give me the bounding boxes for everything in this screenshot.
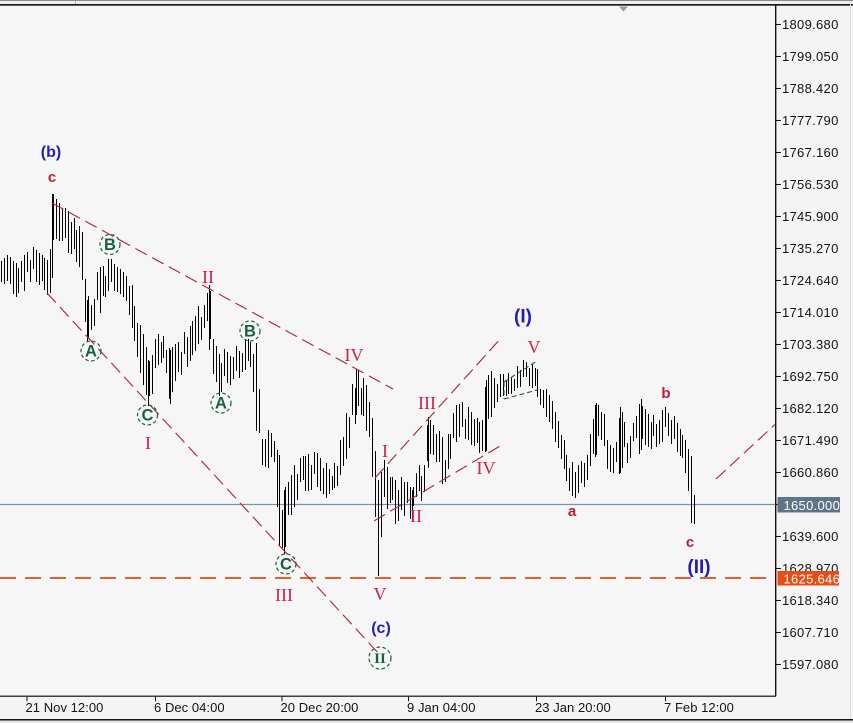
svg-text:B: B <box>244 323 256 341</box>
svg-text:9 Jan 04:00: 9 Jan 04:00 <box>407 700 476 715</box>
svg-text:1597.080: 1597.080 <box>782 657 839 672</box>
svg-text:1767.160: 1767.160 <box>782 145 839 160</box>
svg-text:1799.050: 1799.050 <box>782 49 839 64</box>
svg-text:1692.750: 1692.750 <box>782 369 839 384</box>
svg-text:1777.790: 1777.790 <box>782 113 839 128</box>
svg-text:B: B <box>104 236 116 254</box>
svg-text:V: V <box>374 584 387 604</box>
svg-text:1625.646: 1625.646 <box>784 571 841 586</box>
svg-text:1639.600: 1639.600 <box>782 529 839 544</box>
svg-text:21 Nov 12:00: 21 Nov 12:00 <box>26 700 104 715</box>
svg-text:1809.680: 1809.680 <box>782 17 839 32</box>
svg-text:A: A <box>85 343 97 361</box>
svg-text:1682.120: 1682.120 <box>782 401 839 416</box>
svg-text:c: c <box>686 534 694 551</box>
svg-text:1703.380: 1703.380 <box>782 337 839 352</box>
svg-text:1650.000: 1650.000 <box>784 498 841 513</box>
svg-text:c: c <box>48 169 56 186</box>
svg-text:III: III <box>275 585 293 605</box>
svg-text:(II): (II) <box>687 557 710 578</box>
svg-text:1745.900: 1745.900 <box>782 209 839 224</box>
svg-text:1788.420: 1788.420 <box>782 81 839 96</box>
svg-text:II: II <box>202 267 214 287</box>
svg-text:1735.270: 1735.270 <box>782 241 839 256</box>
svg-text:II: II <box>374 651 386 667</box>
svg-text:1756.530: 1756.530 <box>782 177 839 192</box>
svg-text:a: a <box>568 503 577 520</box>
svg-text:1714.010: 1714.010 <box>782 305 839 320</box>
svg-text:b: b <box>661 385 670 402</box>
svg-text:IV: IV <box>477 458 496 478</box>
svg-text:(c): (c) <box>371 620 391 637</box>
svg-text:II: II <box>410 506 422 526</box>
svg-text:1607.710: 1607.710 <box>782 625 839 640</box>
svg-text:1724.640: 1724.640 <box>782 273 839 288</box>
svg-text:A: A <box>215 395 227 413</box>
svg-text:(I): (I) <box>514 307 532 328</box>
svg-text:C: C <box>142 407 154 425</box>
svg-text:1671.490: 1671.490 <box>782 433 839 448</box>
svg-text:I: I <box>382 441 388 461</box>
svg-text:V: V <box>528 337 541 357</box>
svg-text:6 Dec 04:00: 6 Dec 04:00 <box>154 700 225 715</box>
svg-text:1618.340: 1618.340 <box>782 593 839 608</box>
svg-text:1660.860: 1660.860 <box>782 465 839 480</box>
svg-text:III: III <box>418 393 436 413</box>
svg-text:C: C <box>280 556 292 574</box>
svg-text:23 Jan 20:00: 23 Jan 20:00 <box>535 700 611 715</box>
svg-text:(b): (b) <box>41 144 61 161</box>
svg-text:20 Dec 20:00: 20 Dec 20:00 <box>281 700 359 715</box>
svg-text:I: I <box>145 433 151 453</box>
svg-text:IV: IV <box>345 345 364 365</box>
svg-text:7 Feb 12:00: 7 Feb 12:00 <box>664 700 734 715</box>
